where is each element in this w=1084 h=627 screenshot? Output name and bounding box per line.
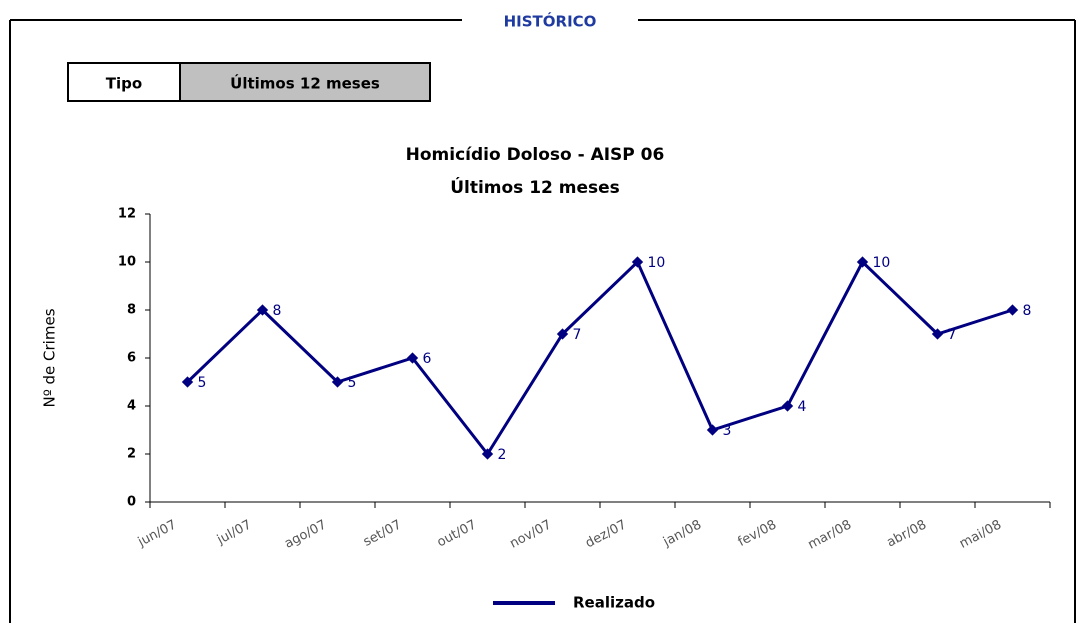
y-tick-label: 2 [127, 447, 136, 462]
data-label: 5 [198, 375, 207, 391]
x-tick-label: fev/08 [736, 517, 779, 550]
data-label: 6 [423, 351, 432, 367]
legend-label: Realizado [573, 594, 655, 612]
point [406, 352, 419, 364]
x-tick-label: abr/08 [884, 517, 929, 550]
y-tick-label: 0 [127, 495, 136, 510]
x-tick-label: mai/08 [957, 517, 1004, 551]
data-label: 8 [273, 303, 282, 319]
chart-title: Homicídio Doloso - AISP 06 [406, 145, 665, 165]
chart-subtitle: Últimos 12 meses [450, 176, 620, 198]
data-label: 8 [1023, 303, 1032, 319]
data-label: 10 [648, 255, 666, 271]
y-tick-label: 6 [127, 351, 136, 366]
data-label: 4 [798, 399, 807, 415]
point [331, 376, 344, 388]
line [186, 259, 1013, 457]
point [181, 376, 194, 388]
data-label: 5 [348, 375, 357, 391]
data-label: 3 [723, 423, 732, 439]
y-tick-label: 8 [127, 303, 136, 318]
y-axis-label: Nº de Crimes [41, 308, 59, 407]
tab-label: Últimos 12 meses [230, 74, 380, 93]
point [931, 328, 944, 340]
point [631, 256, 644, 268]
point [1006, 304, 1019, 316]
y-tick-label: 4 [127, 399, 136, 414]
x-tick-label: jan/08 [660, 517, 704, 550]
tab-tipo[interactable] [67, 62, 181, 102]
point [856, 256, 869, 268]
x-tick-label: out/07 [435, 517, 479, 550]
point [481, 448, 494, 460]
tab-period[interactable] [179, 62, 431, 102]
point [781, 400, 794, 412]
data-label: 2 [498, 447, 507, 463]
x-tick-label: ago/07 [282, 517, 329, 551]
x-tick-label: mar/08 [806, 517, 854, 552]
data-label: 7 [948, 327, 957, 343]
x-tick-label: jun/07 [135, 517, 179, 550]
data-label: 7 [573, 327, 582, 343]
data-label: 10 [873, 255, 891, 271]
x-tick-label: dez/07 [583, 517, 629, 551]
y-tick-label: 12 [118, 207, 136, 222]
tab-label: Tipo [106, 75, 142, 93]
header-title: HISTÓRICO [504, 12, 597, 31]
x-tick-label: jul/07 [214, 517, 254, 548]
y-tick-label: 10 [118, 255, 136, 270]
point [556, 328, 569, 340]
x-tick-label: set/07 [361, 517, 404, 549]
point [256, 304, 269, 316]
x-tick-label: nov/07 [507, 517, 554, 551]
point [706, 424, 719, 436]
